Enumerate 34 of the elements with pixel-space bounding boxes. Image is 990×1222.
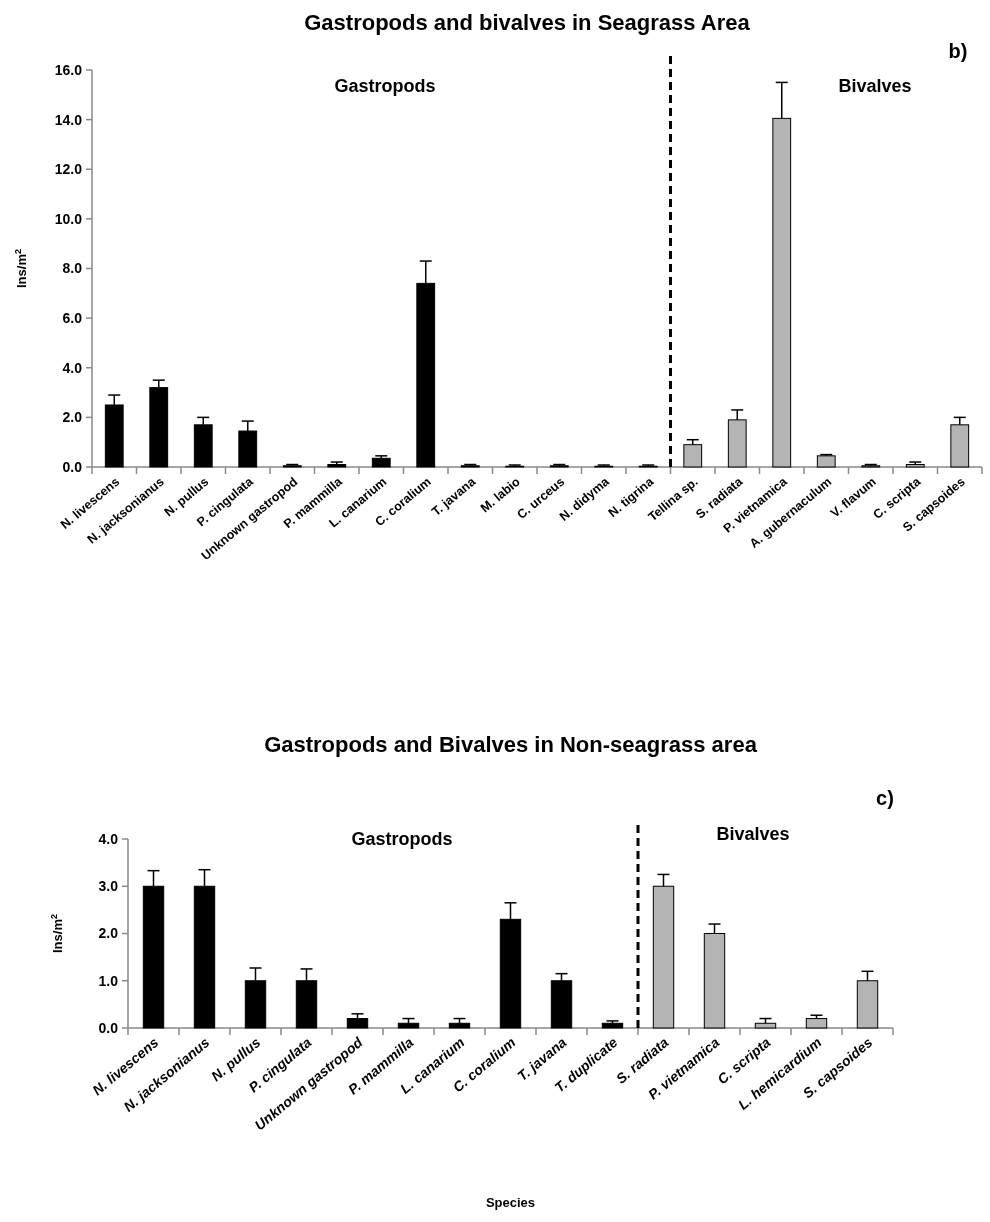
bar bbox=[346, 1018, 369, 1029]
y-tick-label: 2.0 bbox=[98, 925, 119, 942]
bar bbox=[371, 457, 391, 468]
y-tick-label: 4.0 bbox=[98, 830, 119, 847]
y-tick-label: 0.0 bbox=[98, 1019, 119, 1036]
bar bbox=[754, 1022, 777, 1029]
y-tick-label: 4.0 bbox=[62, 359, 83, 376]
annotation: Bivalves bbox=[838, 76, 912, 96]
y-tick-label: 8.0 bbox=[62, 260, 83, 277]
bar bbox=[905, 464, 925, 468]
text: c) bbox=[876, 787, 894, 809]
bar bbox=[816, 455, 836, 468]
annotation: Bivalves bbox=[716, 824, 790, 844]
text: b) bbox=[948, 40, 968, 62]
y-tick-label: 1.0 bbox=[98, 972, 119, 989]
y-tick-label: 6.0 bbox=[62, 310, 83, 327]
y-tick-label: 10.0 bbox=[54, 210, 83, 227]
bar bbox=[327, 464, 347, 468]
bar bbox=[448, 1022, 471, 1029]
bar bbox=[805, 1018, 828, 1029]
y-tick-label: 14.0 bbox=[54, 111, 83, 128]
y-tick-label: 16.0 bbox=[54, 61, 83, 78]
x-axis-title: Species bbox=[485, 1195, 536, 1210]
bar bbox=[683, 444, 703, 468]
bar bbox=[397, 1022, 420, 1029]
y-tick-label: 12.0 bbox=[54, 161, 83, 178]
chart-title: Gastropods and Bivalves in Non-seagrass area bbox=[264, 732, 758, 757]
bar bbox=[601, 1022, 624, 1029]
y-tick-label: 2.0 bbox=[62, 409, 83, 426]
chart-title: Gastropods and bivalves in Seagrass Area bbox=[304, 10, 751, 35]
y-tick-label: 3.0 bbox=[98, 878, 119, 895]
y-tick-label: 0.0 bbox=[62, 458, 83, 475]
annotation: Gastropods bbox=[351, 829, 453, 849]
annotation: Gastropods bbox=[334, 76, 436, 96]
